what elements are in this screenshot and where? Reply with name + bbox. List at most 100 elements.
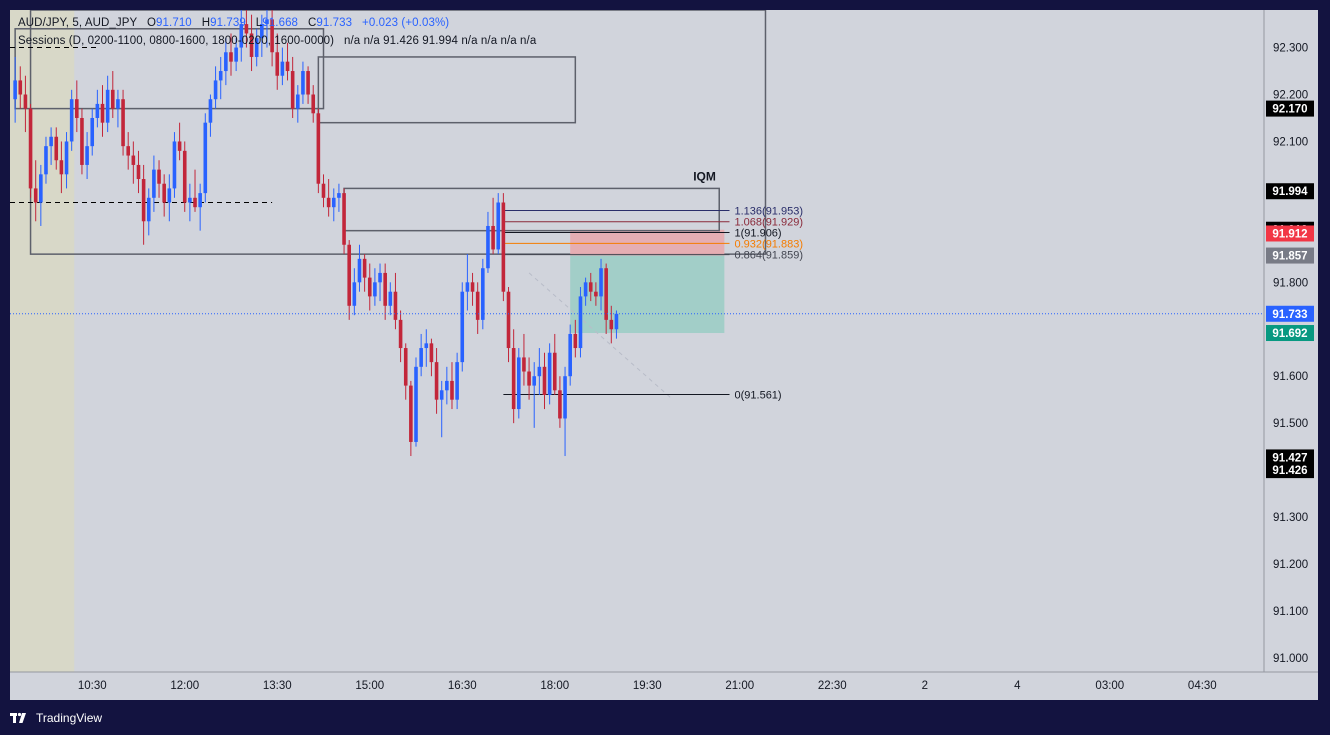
candle-body <box>311 94 316 114</box>
candle-body <box>301 71 305 95</box>
candle-body <box>316 113 321 184</box>
price-axis-tag <box>1266 325 1314 342</box>
candle-body <box>116 99 120 109</box>
fib-level-label: 1(91.906) <box>735 228 782 240</box>
open-value: 91.710 <box>156 17 192 29</box>
candle-body <box>614 313 619 330</box>
price-axis-tag-label: 92.170 <box>1272 104 1307 116</box>
price-axis-tag <box>1266 462 1314 479</box>
candle-body <box>69 99 74 142</box>
candle-body <box>383 272 387 306</box>
candle-body <box>357 258 362 283</box>
candle-body <box>455 362 459 400</box>
candle-body <box>537 366 542 377</box>
price-axis-tag <box>1266 449 1314 466</box>
fib-level-label: 0.864(91.859) <box>735 250 804 262</box>
time-tick-label: 4 <box>1014 680 1021 692</box>
candle-body <box>434 362 439 400</box>
candle-body <box>290 71 295 109</box>
candle-body <box>198 193 202 208</box>
candle-body <box>80 117 84 165</box>
candle-body <box>59 160 64 175</box>
high-value: 91.739 <box>210 17 246 29</box>
candle-body <box>568 333 572 377</box>
candle-body <box>573 333 578 349</box>
candle-body <box>193 197 197 208</box>
candle-body <box>13 80 17 100</box>
candle-body <box>39 174 43 203</box>
candle-body <box>501 202 506 292</box>
candle-body <box>604 268 608 320</box>
candle-body <box>260 24 264 39</box>
candle-body <box>424 343 429 349</box>
close-value: 91.733 <box>316 17 353 29</box>
price-tick-label: 91.200 <box>1273 559 1308 571</box>
candle-body <box>378 272 382 283</box>
price-axis-tag <box>1266 225 1314 242</box>
candle-body <box>141 179 146 222</box>
price-axis <box>1264 10 1318 700</box>
low-label: L <box>255 17 263 29</box>
time-tick-label: 15:00 <box>355 680 384 692</box>
candle-body <box>326 197 331 208</box>
price-tick-label: 91.800 <box>1273 277 1308 289</box>
time-tick-label: 2 <box>922 680 928 692</box>
candle-body <box>439 390 444 400</box>
candle-body <box>131 155 136 165</box>
candle-body <box>265 19 269 25</box>
candle-body <box>280 61 285 76</box>
price-axis-tag-label: 91.692 <box>1272 328 1307 340</box>
fib-level-label: 0.932(91.883) <box>735 238 804 250</box>
candle-body <box>54 136 59 161</box>
candle-body <box>100 103 105 123</box>
sessions-values: n/a n/a 91.426 91.994 n/a n/a n/a n/a <box>344 35 537 47</box>
candle-body <box>208 99 213 123</box>
time-tick-label: 22:30 <box>818 680 847 692</box>
sessions-title: Sessions (D, 0200-1100, 0800-1600, 1800-… <box>18 35 335 47</box>
candle-body <box>342 193 346 245</box>
tradingview-logo-icon <box>10 712 26 723</box>
candle-body <box>609 319 614 330</box>
candle-body <box>491 225 495 250</box>
time-tick-label: 19:30 <box>633 680 662 692</box>
candle-body <box>75 99 79 118</box>
session-highlight <box>10 10 75 672</box>
fib-level-label: 1.068(91.929) <box>735 217 804 229</box>
price-axis-tag <box>1266 247 1314 264</box>
candle-body <box>49 136 53 147</box>
sessions-indicator-legend[interactable]: Sessions (D, 0200-1100, 0800-1600, 1800-… <box>18 35 536 47</box>
candle-body <box>542 366 547 395</box>
price-tick-label: 91.500 <box>1273 418 1308 430</box>
session-box-2 <box>317 56 577 124</box>
candle-body <box>594 291 598 297</box>
candle-body <box>470 282 475 292</box>
candle-body <box>532 376 537 386</box>
chart-frame[interactable]: IQM 1.136(91.953) 1.068(91.929) 1(91.906) 0.… <box>10 10 1318 700</box>
candle-body <box>599 268 603 297</box>
candle-body <box>244 24 249 34</box>
candle-body <box>429 343 434 363</box>
candle-body <box>203 122 208 194</box>
candle-body <box>388 291 393 306</box>
candle-body <box>496 202 501 250</box>
footer-brand[interactable]: TradingView <box>10 708 102 728</box>
candlestick-chart[interactable]: IQM1.136(91.953)1.068(91.929)1(91.906)0.… <box>10 10 1318 700</box>
price-axis-tag-label: 91.857 <box>1272 251 1307 263</box>
candle-body <box>95 103 100 118</box>
candle-body <box>475 291 480 320</box>
candle-body <box>362 258 367 278</box>
iqm-box <box>343 187 720 232</box>
candle-body <box>28 108 33 189</box>
candle-body <box>234 47 238 62</box>
symbol-name[interactable]: AUD/JPY, 5, AUD_JPY <box>18 17 138 29</box>
candle-body <box>85 146 89 165</box>
candle-body <box>563 376 567 419</box>
candle-body <box>121 99 125 147</box>
candle-body <box>460 291 465 363</box>
price-tick-label: 91.300 <box>1273 512 1308 524</box>
candle-body <box>157 169 161 184</box>
time-tick-label: 13:30 <box>263 680 292 692</box>
candle-body <box>218 71 223 81</box>
candle-body <box>414 366 418 442</box>
candle-body <box>506 291 511 349</box>
